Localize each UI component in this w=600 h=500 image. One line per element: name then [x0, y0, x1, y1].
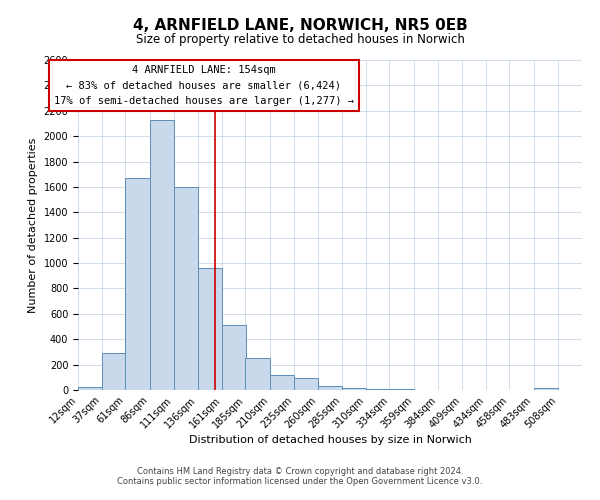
X-axis label: Distribution of detached houses by size in Norwich: Distribution of detached houses by size … [188, 436, 472, 446]
Text: Contains public sector information licensed under the Open Government Licence v3: Contains public sector information licen… [118, 477, 482, 486]
Bar [102, 352, 127, 390]
Y-axis label: Number of detached properties: Number of detached properties [28, 138, 38, 312]
Bar [78, 388, 102, 390]
Bar [318, 386, 342, 390]
Bar [222, 326, 247, 390]
Bar [294, 378, 318, 390]
Bar [174, 187, 198, 390]
Bar [269, 375, 294, 390]
Bar [125, 178, 149, 390]
Bar [533, 388, 558, 390]
Bar [342, 388, 366, 390]
Bar [366, 389, 391, 390]
Text: 4 ARNFIELD LANE: 154sqm
← 83% of detached houses are smaller (6,424)
17% of semi: 4 ARNFIELD LANE: 154sqm ← 83% of detache… [54, 65, 354, 106]
Bar [245, 358, 269, 390]
Bar [198, 268, 222, 390]
Text: Contains HM Land Registry data © Crown copyright and database right 2024.: Contains HM Land Registry data © Crown c… [137, 467, 463, 476]
Text: 4, ARNFIELD LANE, NORWICH, NR5 0EB: 4, ARNFIELD LANE, NORWICH, NR5 0EB [133, 18, 467, 32]
Text: Size of property relative to detached houses in Norwich: Size of property relative to detached ho… [136, 32, 464, 46]
Bar [149, 120, 174, 390]
